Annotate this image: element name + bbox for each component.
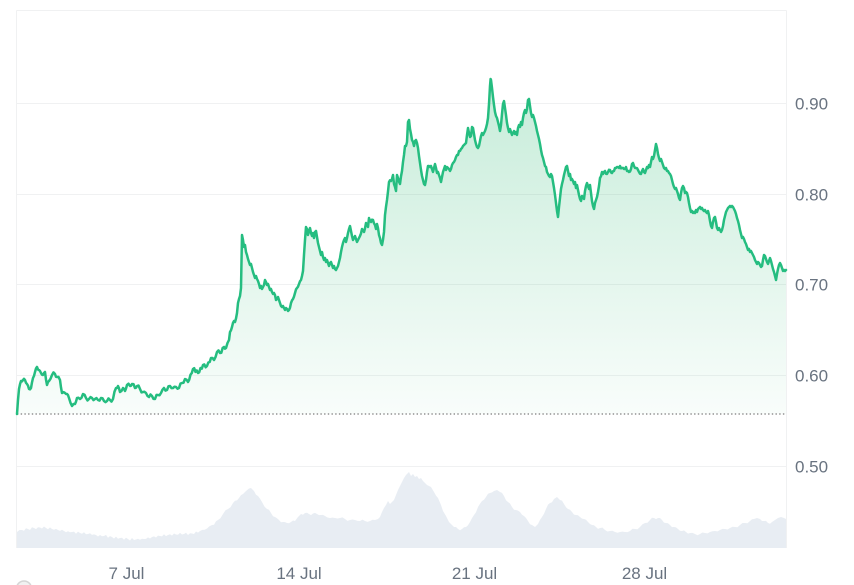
svg-text:14 Jul: 14 Jul [276, 564, 321, 583]
svg-text:7 Jul: 7 Jul [109, 564, 145, 583]
svg-text:0.80: 0.80 [795, 186, 828, 205]
svg-text:0.60: 0.60 [795, 367, 828, 386]
svg-text:0.90: 0.90 [795, 95, 828, 114]
svg-text:0.70: 0.70 [795, 276, 828, 295]
svg-text:21 Jul: 21 Jul [452, 564, 497, 583]
svg-text:28 Jul: 28 Jul [622, 564, 667, 583]
svg-text:0.50: 0.50 [795, 458, 828, 477]
